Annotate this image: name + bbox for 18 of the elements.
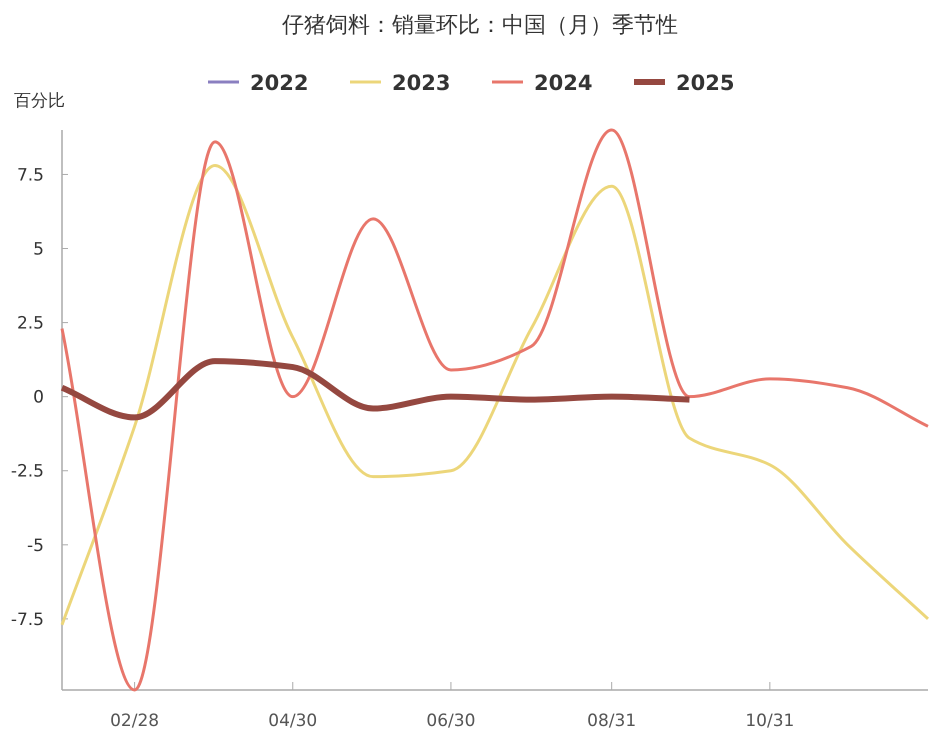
y-tick-label: 7.5 bbox=[16, 165, 44, 186]
y-tick-label: -2.5 bbox=[10, 462, 44, 482]
y-tick-label: -7.5 bbox=[10, 610, 44, 630]
y-tick-label: -5 bbox=[27, 536, 44, 556]
legend-label: 2022 bbox=[250, 71, 308, 95]
legend-label: 2023 bbox=[392, 71, 450, 95]
legend-label: 2025 bbox=[676, 71, 734, 95]
chart-title: 仔猪饲料：销量环比：中国（月）季节性 bbox=[282, 13, 678, 38]
legend-label: 2024 bbox=[534, 71, 592, 95]
y-tick-label: 0 bbox=[33, 388, 44, 408]
y-tick-label: 5 bbox=[33, 240, 44, 260]
x-tick-label: 02/28 bbox=[110, 711, 160, 731]
y-axis-title: 百分比 bbox=[14, 91, 65, 111]
x-tick-label: 08/31 bbox=[587, 711, 636, 731]
x-tick-label: 06/30 bbox=[426, 711, 476, 731]
x-tick-label: 04/30 bbox=[268, 711, 318, 731]
y-tick-label: 2.5 bbox=[16, 314, 44, 334]
x-tick-label: 10/31 bbox=[745, 711, 794, 731]
